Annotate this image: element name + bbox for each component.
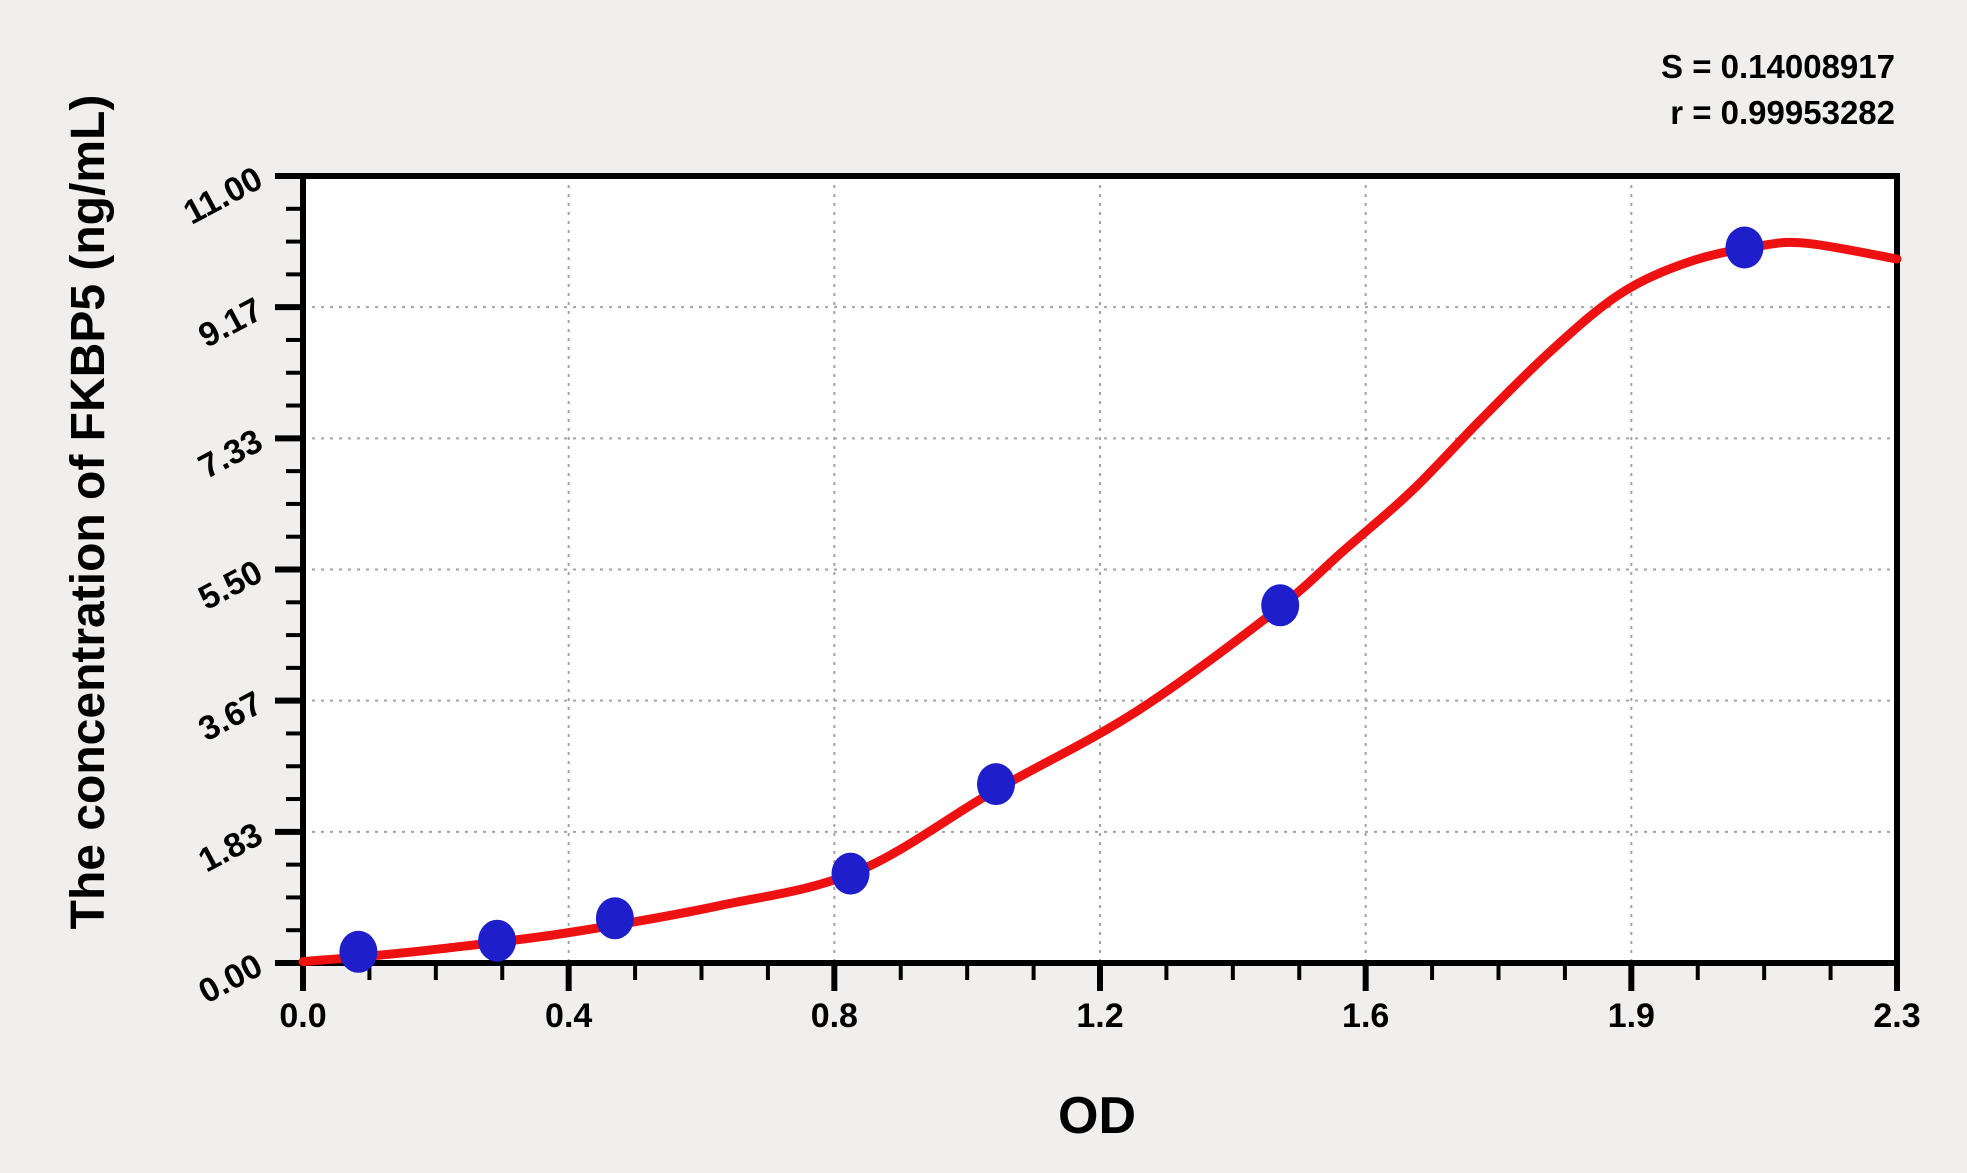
stat-r-value: r = 0.99953282 — [1670, 94, 1895, 131]
y-tick-labels: 0.00 1.83 3.67 5.50 7.33 9.17 11.00 — [177, 160, 268, 1012]
data-point — [478, 919, 517, 962]
axis-spines — [300, 173, 1900, 966]
x-tick-labels: 0.0 0.4 0.8 1.2 1.6 1.9 2.3 — [279, 997, 1920, 1035]
x-axis-title: OD — [1058, 1087, 1136, 1145]
y-tick-label: 1.83 — [192, 815, 268, 880]
x-tick-label: 1.6 — [1342, 997, 1389, 1035]
x-tick-label: 2.3 — [1873, 997, 1920, 1035]
y-tick-label: 7.33 — [192, 422, 268, 487]
y-tick-label: 3.67 — [192, 684, 268, 749]
plot-area-layer — [303, 176, 1897, 963]
fit-curve — [298, 237, 1902, 967]
axis-spine-layer — [300, 173, 1900, 966]
fit-curve-layer — [298, 237, 1902, 967]
plot-area — [303, 176, 1897, 963]
data-point — [595, 897, 634, 940]
x-tick-label: 0.0 — [279, 997, 326, 1035]
x-tick-label: 0.4 — [545, 997, 592, 1035]
stat-s-value: S = 0.14008917 — [1661, 48, 1895, 85]
y-axis-title: The concentration of FKBP5 (ng/mL) — [62, 95, 115, 930]
x-tick-label: 1.2 — [1076, 997, 1123, 1035]
x-tick-label: 0.8 — [811, 997, 858, 1035]
data-point — [339, 930, 378, 973]
y-tick-label: 9.17 — [192, 291, 268, 356]
y-tick-label: 5.50 — [192, 553, 268, 618]
tick-layer — [275, 173, 1900, 991]
data-point — [1725, 226, 1764, 269]
data-point — [1261, 584, 1300, 627]
y-tick-label: 0.00 — [192, 947, 268, 1012]
data-point — [831, 852, 870, 895]
y-tick-label: 11.00 — [177, 160, 268, 233]
data-point-layer — [339, 226, 1764, 973]
x-tick-label: 1.9 — [1608, 997, 1655, 1035]
data-point — [977, 763, 1015, 806]
